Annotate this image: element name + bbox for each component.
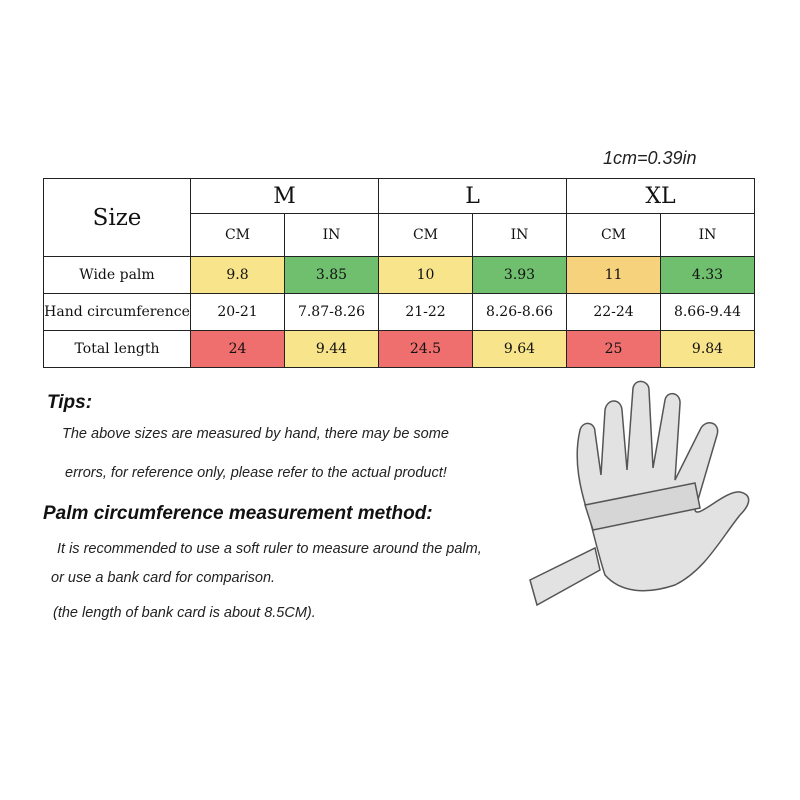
size-value: 8.26-8.66 (472, 293, 567, 331)
size-value: 24 (190, 330, 285, 368)
tips-title: Tips: (47, 392, 93, 413)
size-value: 9.44 (284, 330, 379, 368)
size-value: 25 (566, 330, 661, 368)
method-line: It is recommended to use a soft ruler to… (57, 541, 482, 557)
size-value: 4.33 (660, 256, 755, 294)
tips-line: The above sizes are measured by hand, th… (62, 426, 449, 442)
size-value: 9.64 (472, 330, 567, 368)
unit-note: 1cm=0.39in (603, 148, 697, 168)
size-value: 7.87-8.26 (284, 293, 379, 331)
size-value: 10 (378, 256, 473, 294)
size-value: 9.8 (190, 256, 285, 294)
hand-illustration (529, 380, 750, 607)
row-label: Total length (43, 330, 191, 368)
tips-line: errors, for reference only, please refer… (65, 465, 447, 481)
size-table: Size M L XL CM IN CM IN CM IN Wide palm 9.8 3.8… (43, 178, 755, 368)
method-line: or use a bank card for comparison. (51, 570, 276, 586)
unit-header: IN (472, 213, 567, 257)
size-value: 3.93 (472, 256, 567, 294)
unit-header: CM (566, 213, 661, 257)
size-name: L (378, 178, 567, 214)
size-name: M (190, 178, 379, 214)
size-header: Size (43, 178, 191, 257)
method-title: Palm circumference measurement method: (43, 503, 433, 524)
size-value: 20-21 (190, 293, 285, 331)
size-value: 8.66-9.44 (660, 293, 755, 331)
size-value: 3.85 (284, 256, 379, 294)
size-value: 22-24 (566, 293, 661, 331)
size-value: 9.84 (660, 330, 755, 368)
unit-header: CM (378, 213, 473, 257)
size-value: 11 (566, 256, 661, 294)
unit-header: IN (660, 213, 755, 257)
row-label: Hand circumference (43, 293, 191, 331)
method-line: (the length of bank card is about 8.5CM)… (53, 605, 316, 621)
size-value: 24.5 (378, 330, 473, 368)
size-name: XL (566, 178, 755, 214)
row-label: Wide palm (43, 256, 191, 294)
unit-header: CM (190, 213, 285, 257)
size-value: 21-22 (378, 293, 473, 331)
unit-header: IN (284, 213, 379, 257)
